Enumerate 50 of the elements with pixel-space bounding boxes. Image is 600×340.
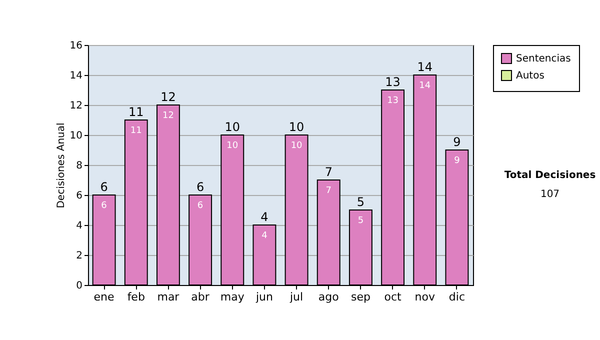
data-label: 6	[101, 201, 108, 211]
x-tick-label: oct	[384, 290, 402, 304]
y-tick-label: 6	[76, 190, 82, 202]
data-label: 7	[326, 186, 332, 196]
total-label: 9	[453, 135, 461, 149]
legend-label: Autos	[516, 70, 544, 82]
total-label: 5	[356, 195, 365, 209]
y-tick-label: 0	[76, 280, 82, 292]
data-label: 12	[162, 111, 174, 121]
total-label: 12	[160, 90, 176, 104]
total-label: 4	[260, 210, 268, 224]
x-tick-label: jul	[288, 290, 304, 304]
x-tick-label: mar	[157, 290, 180, 304]
total-label: 10	[288, 120, 304, 134]
text: Total Decisiones	[503, 170, 597, 181]
data-label: 4	[262, 231, 268, 241]
total-label: 14	[417, 60, 433, 74]
total-label: 13	[385, 75, 400, 89]
x-tick-label: jun	[254, 290, 273, 304]
data-label: 9	[454, 156, 460, 166]
x-tick-label: feb	[127, 290, 145, 304]
total-label: 6	[100, 180, 108, 194]
x-tick-label: ene	[94, 290, 115, 304]
y-axis-title: Decisiones Anual	[56, 122, 67, 208]
x-tick-label: abr	[191, 290, 210, 304]
data-label: 13	[387, 96, 399, 106]
total-label: 11	[128, 105, 144, 119]
x-tick-label: sep	[350, 290, 370, 304]
text: 107	[539, 189, 561, 200]
x-tick-label: dic	[448, 290, 466, 304]
data-label: 10	[290, 141, 303, 151]
y-tick-label: 12	[70, 100, 82, 112]
data-label: 6	[197, 201, 204, 211]
x-tick-label: nov	[414, 290, 436, 304]
total-label: 6	[196, 180, 204, 194]
y-tick-label: 2	[76, 250, 82, 262]
y-tick-label: 8	[76, 160, 82, 172]
y-tick-label: 10	[70, 130, 82, 142]
x-tick-label: ago	[318, 290, 340, 304]
data-label: 10	[226, 141, 238, 151]
data-label: 14	[419, 81, 431, 91]
total-label: 10	[224, 120, 240, 134]
legend-label: Sentencias	[516, 54, 571, 64]
data-label: 11	[130, 126, 142, 136]
data-label: 5	[358, 216, 364, 226]
x-tick-label: may	[220, 290, 245, 304]
y-tick-label: 4	[76, 220, 82, 232]
y-tick-label: 14	[70, 70, 82, 82]
total-label: 7	[324, 165, 332, 179]
y-tick-label: 16	[70, 40, 82, 52]
